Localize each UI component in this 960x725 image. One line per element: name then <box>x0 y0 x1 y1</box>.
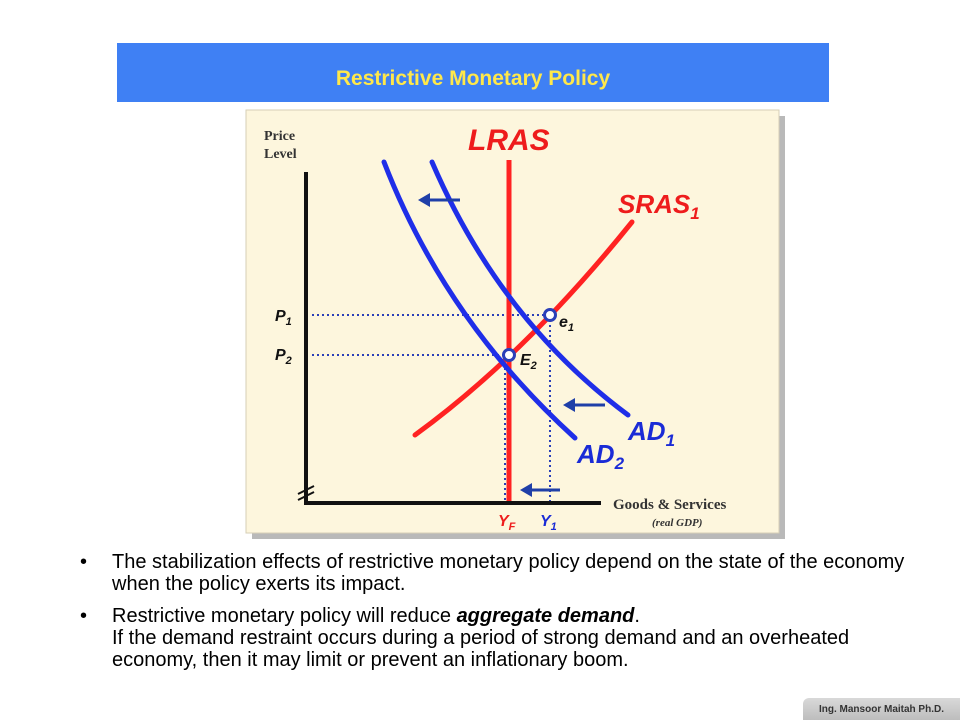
bullet-text: The stabilization effects of restrictive… <box>112 551 905 595</box>
ad1-label: AD1 <box>627 416 675 450</box>
y-axis-label: Level <box>264 147 297 162</box>
shift-arrow-icon <box>418 193 460 207</box>
slide-title: Restrictive Monetary Policy <box>335 66 611 90</box>
y1-label: Y1 <box>540 513 557 533</box>
e2-point <box>502 348 516 362</box>
bullet-text: Restrictive monetary policy will reduce <box>112 605 457 627</box>
bullet-text: If the demand restraint occurs during a … <box>112 627 850 671</box>
bullet-item: Restrictive monetary policy will reduce … <box>80 605 930 671</box>
x-axis-sublabel: (real GDP) <box>652 517 702 529</box>
y-axis-label: Price <box>264 129 295 144</box>
ad1-curve <box>429 159 631 418</box>
ad2-curve <box>381 159 578 441</box>
bullet-emphasis: aggregate demand <box>456 605 635 627</box>
lras-label: LRAS <box>468 124 550 157</box>
e1-label: e1 <box>559 314 574 334</box>
sras1-label: SRAS1 <box>618 189 700 223</box>
sras1-curve <box>412 219 635 438</box>
e1-point <box>543 308 557 322</box>
author-watermark: Ing. Mansoor Maitah Ph.D. <box>803 698 960 720</box>
bullet-list: The stabilization effects of restrictive… <box>80 551 930 681</box>
ad2-label: AD2 <box>576 439 625 473</box>
axis-break-mark <box>297 491 315 501</box>
axis-break-mark <box>297 485 315 495</box>
diagram-panel <box>245 109 780 534</box>
p1-label: P1 <box>275 308 292 328</box>
bullet-item: The stabilization effects of restrictive… <box>80 551 930 595</box>
x-axis-label: Goods & Services <box>613 497 726 513</box>
yf-label: YF <box>498 513 516 533</box>
shift-arrow-icon <box>520 483 560 497</box>
shift-arrow-icon <box>563 398 605 412</box>
e2-label: E2 <box>520 352 537 372</box>
bullet-text: . <box>634 605 640 627</box>
title-bar: Restrictive Monetary Policy <box>117 43 829 102</box>
p2-label: P2 <box>275 347 292 367</box>
